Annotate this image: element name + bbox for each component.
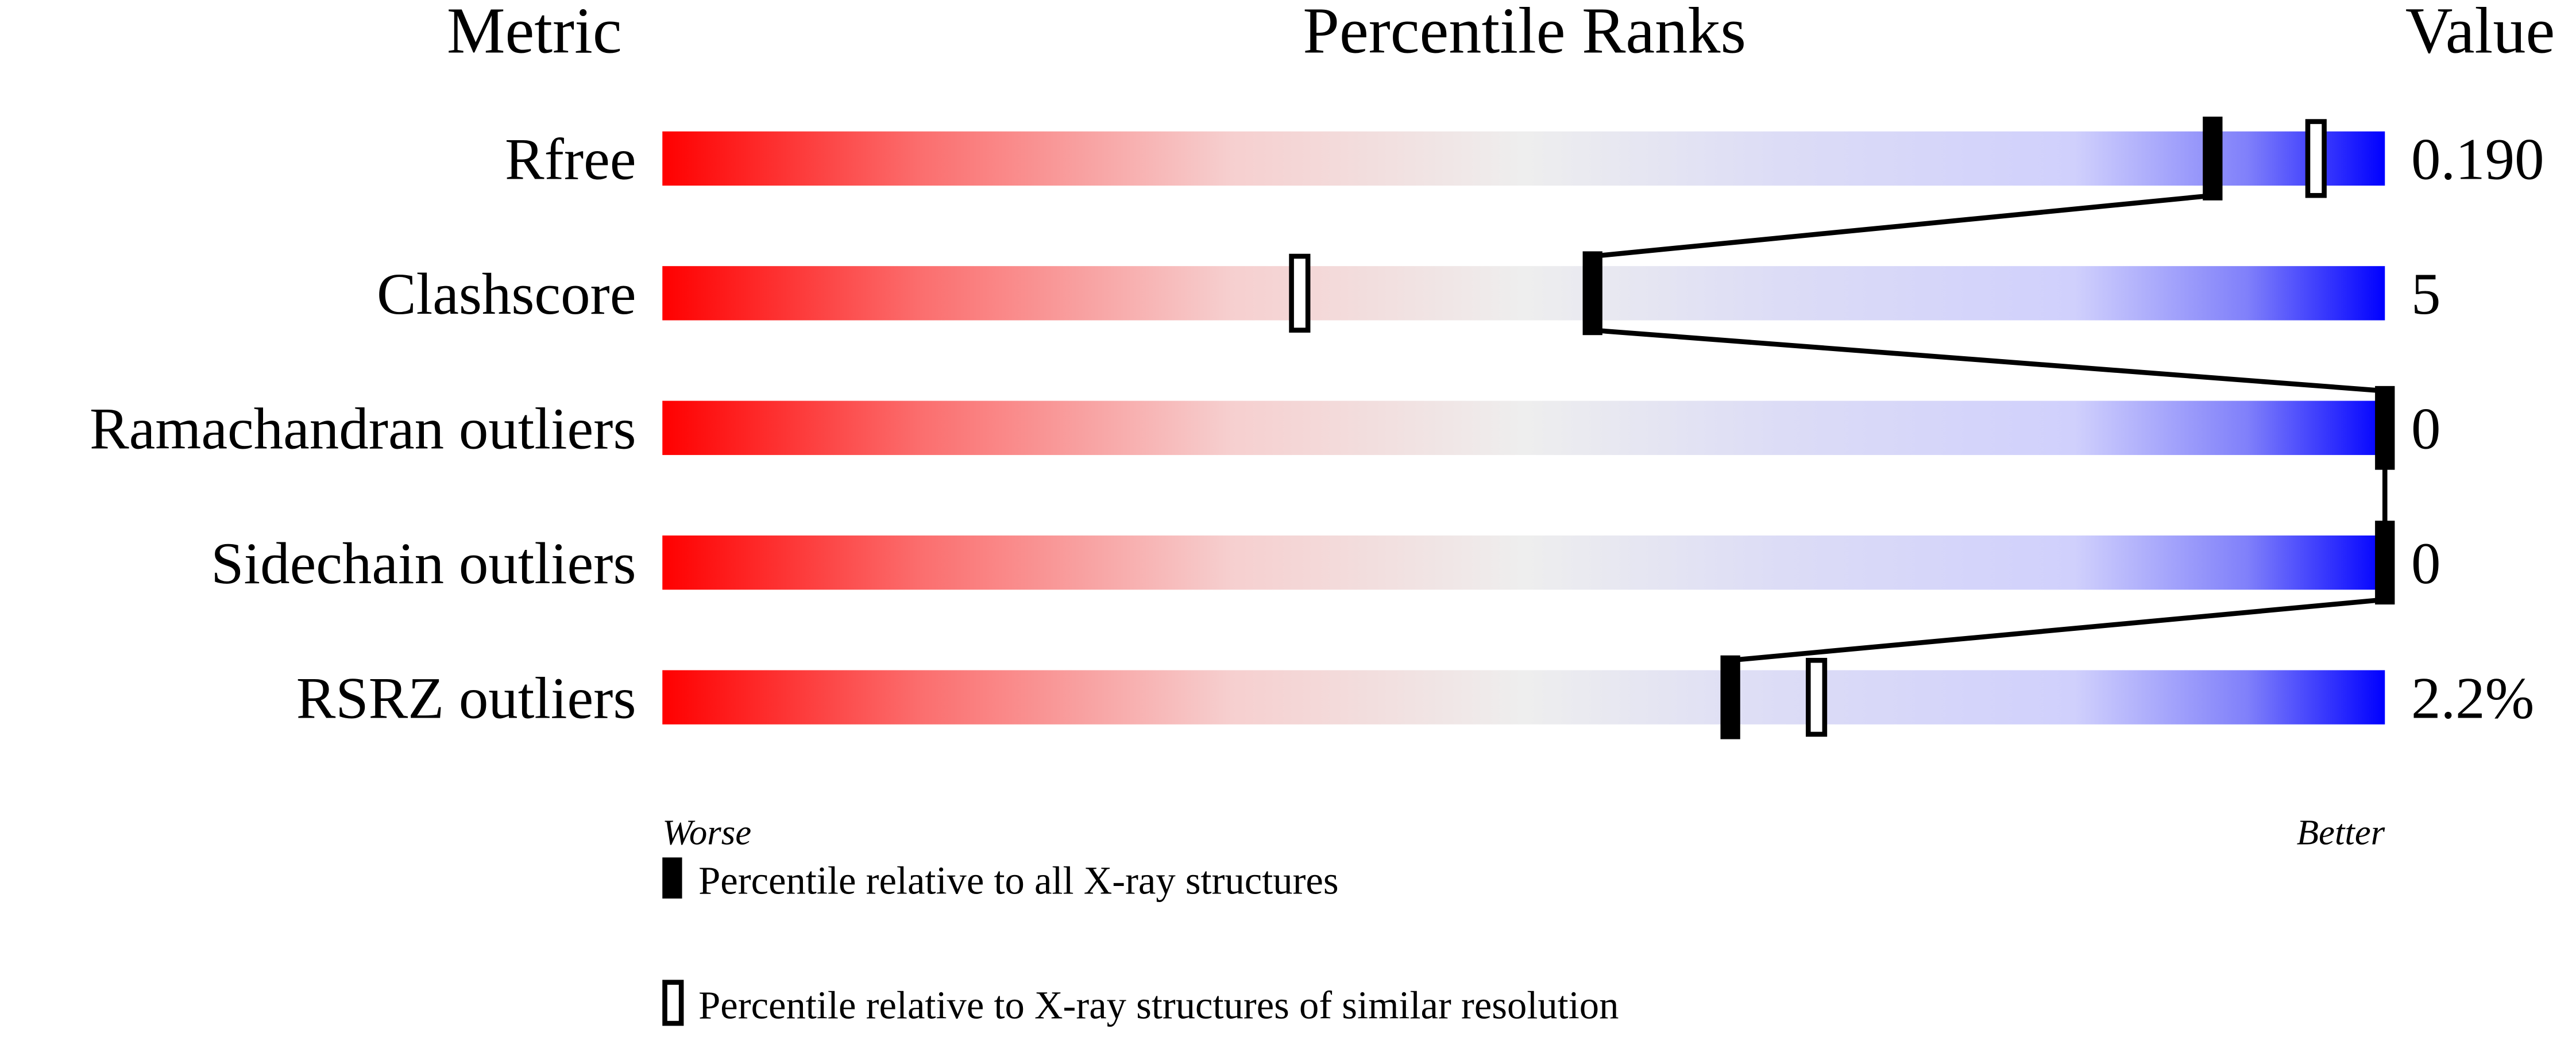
metric-row: Clashscore 5 bbox=[377, 251, 2440, 336]
metric-value: 2.2% bbox=[2411, 665, 2534, 731]
metric-label: RSRZ outliers bbox=[296, 665, 636, 731]
connector-line bbox=[1730, 597, 2385, 663]
metric-row: Sidechain outliers 0 bbox=[211, 521, 2440, 605]
marker-all-structures bbox=[1582, 251, 1602, 336]
metric-value: 0 bbox=[2411, 531, 2440, 596]
percentile-bar bbox=[662, 400, 2385, 455]
header-value: Value bbox=[2405, 0, 2555, 67]
connector-line bbox=[1592, 192, 2213, 259]
marker-similar-resolution bbox=[1289, 253, 1311, 333]
connector-line bbox=[1592, 328, 2385, 394]
metric-row: Rfree 0.190 bbox=[505, 116, 2544, 201]
percentile-bar bbox=[662, 131, 2385, 186]
better-label: Better bbox=[2297, 812, 2385, 852]
metric-label: Clashscore bbox=[377, 261, 636, 327]
metric-value: 5 bbox=[2411, 261, 2440, 327]
metric-label: Rfree bbox=[505, 127, 636, 192]
metric-label: Sidechain outliers bbox=[211, 531, 636, 596]
header-percentile-ranks: Percentile Ranks bbox=[1303, 0, 1746, 67]
worse-label: Worse bbox=[662, 812, 751, 852]
marker-all-structures bbox=[2375, 386, 2395, 470]
legend-label-all: Percentile relative to all X-ray structu… bbox=[698, 858, 1338, 902]
legend-filled-marker-icon bbox=[662, 857, 682, 899]
metric-label: Ramachandran outliers bbox=[90, 396, 636, 461]
marker-similar-resolution bbox=[1806, 658, 1828, 737]
percentile-bar bbox=[662, 266, 2385, 321]
metric-value: 0 bbox=[2411, 396, 2440, 461]
legend-label-similar: Percentile relative to X-ray structures … bbox=[698, 984, 1619, 1027]
header-metric: Metric bbox=[447, 0, 622, 67]
legend-open-marker-icon bbox=[662, 980, 684, 1026]
marker-all-structures bbox=[1720, 655, 1740, 739]
metric-value: 0.190 bbox=[2411, 127, 2544, 192]
percentile-bar bbox=[662, 670, 2385, 725]
marker-all-structures bbox=[2375, 521, 2395, 605]
percentile-bar bbox=[662, 535, 2385, 590]
metric-row: Ramachandran outliers 0 bbox=[90, 386, 2440, 470]
marker-all-structures bbox=[2203, 116, 2223, 201]
marker-similar-resolution bbox=[2305, 119, 2327, 198]
metric-row: RSRZ outliers 2.2% bbox=[296, 655, 2534, 739]
